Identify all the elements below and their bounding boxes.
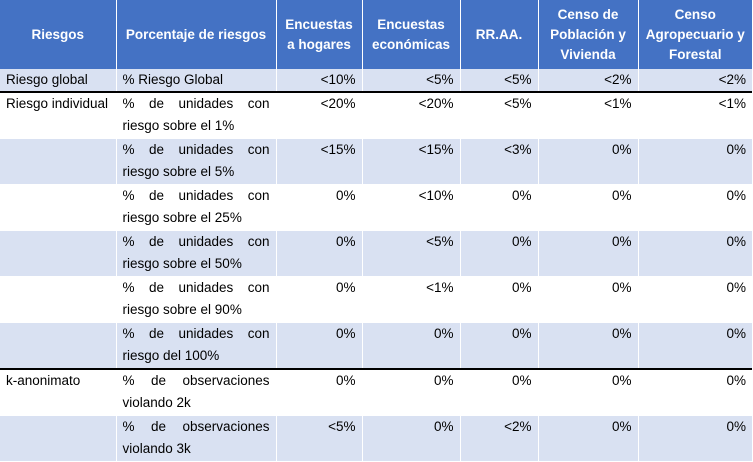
cell-riesgo — [0, 230, 117, 277]
col-header-encuestas-hogares: Encuestas a hogares — [276, 0, 363, 69]
cell-censo-agropecuario: 0% — [638, 230, 752, 277]
cell-hogares: 0% — [276, 230, 363, 277]
cell-economicas: <1% — [362, 276, 461, 323]
cell-riesgo — [0, 415, 117, 462]
cell-riesgo: Riesgo global — [0, 69, 117, 93]
table-row: % de unidades con riesgo sobre el 25% 0%… — [0, 184, 752, 231]
cell-porcentaje: % Riesgo Global — [116, 69, 277, 93]
col-header-porcentaje: Porcentaje de riesgos — [116, 0, 277, 69]
cell-rraa: <5% — [460, 69, 539, 93]
cell-censo-poblacion: 0% — [538, 184, 639, 231]
cell-riesgo — [0, 138, 117, 185]
table-header-row: Riesgos Porcentaje de riesgos Encuestas … — [0, 0, 752, 69]
cell-censo-poblacion: 0% — [538, 415, 639, 462]
cell-porcentaje: % de unidades con riesgo sobre el 50% — [116, 230, 277, 277]
table-row: % de observaciones violando 3k <5% 0% <2… — [0, 415, 752, 462]
cell-porcentaje: % de unidades con riesgo sobre el 90% — [116, 276, 277, 323]
cell-porcentaje: % de observaciones violando 2k — [116, 368, 277, 416]
cell-economicas: <5% — [362, 230, 461, 277]
cell-porcentaje: % de observaciones violando 3k — [116, 415, 277, 462]
cell-hogares: <5% — [276, 415, 363, 462]
cell-censo-agropecuario: 0% — [638, 368, 752, 416]
cell-censo-poblacion: 0% — [538, 138, 639, 185]
cell-censo-agropecuario: 0% — [638, 138, 752, 185]
table-row: % de unidades con riesgo sobre el 5% <15… — [0, 138, 752, 185]
cell-rraa: <2% — [460, 415, 539, 462]
cell-economicas: <10% — [362, 184, 461, 231]
cell-censo-poblacion: 0% — [538, 230, 639, 277]
table-row: % de unidades con riesgo sobre el 90% 0%… — [0, 276, 752, 323]
cell-censo-agropecuario: 0% — [638, 322, 752, 370]
cell-hogares: 0% — [276, 184, 363, 231]
cell-rraa: 0% — [460, 276, 539, 323]
cell-hogares: <20% — [276, 91, 363, 139]
cell-economicas: 0% — [362, 368, 461, 416]
cell-censo-agropecuario: 0% — [638, 184, 752, 231]
cell-censo-agropecuario: <1% — [638, 91, 752, 139]
table-row: Riesgo global % Riesgo Global <10% <5% <… — [0, 69, 752, 93]
cell-censo-poblacion: 0% — [538, 368, 639, 416]
table-row: k-anonimato % de observaciones violando … — [0, 368, 752, 416]
cell-riesgo — [0, 184, 117, 231]
cell-hogares: <10% — [276, 69, 363, 93]
cell-economicas: <15% — [362, 138, 461, 185]
cell-rraa: 0% — [460, 322, 539, 370]
cell-censo-poblacion: <2% — [538, 69, 639, 93]
cell-hogares: 0% — [276, 276, 363, 323]
cell-censo-poblacion: 0% — [538, 276, 639, 323]
cell-censo-agropecuario: <2% — [638, 69, 752, 93]
cell-economicas: <5% — [362, 69, 461, 93]
cell-rraa: 0% — [460, 184, 539, 231]
cell-economicas: <20% — [362, 91, 461, 139]
cell-porcentaje: % de unidades con riesgo sobre el 25% — [116, 184, 277, 231]
table-row: % de unidades con riesgo del 100% 0% 0% … — [0, 322, 752, 370]
cell-riesgo: Riesgo individual — [0, 91, 117, 139]
cell-hogares: <15% — [276, 138, 363, 185]
cell-economicas: 0% — [362, 415, 461, 462]
cell-porcentaje: % de unidades con riesgo del 100% — [116, 322, 277, 370]
col-header-censo-agropecuario: Censo Agropecuario y Forestal — [638, 0, 752, 69]
table-row: Riesgo individual % de unidades con ries… — [0, 91, 752, 139]
cell-riesgo — [0, 322, 117, 370]
cell-hogares: 0% — [276, 368, 363, 416]
col-header-riesgos: Riesgos — [0, 0, 117, 69]
cell-porcentaje: % de unidades con riesgo sobre el 1% — [116, 91, 277, 139]
cell-censo-agropecuario: 0% — [638, 276, 752, 323]
cell-hogares: 0% — [276, 322, 363, 370]
cell-rraa: 0% — [460, 230, 539, 277]
col-header-rraa: RR.AA. — [460, 0, 539, 69]
cell-riesgo — [0, 276, 117, 323]
cell-riesgo: k-anonimato — [0, 368, 117, 416]
table-row: % de unidades con riesgo sobre el 50% 0%… — [0, 230, 752, 277]
cell-censo-poblacion: <1% — [538, 91, 639, 139]
cell-censo-agropecuario: 0% — [638, 415, 752, 462]
cell-rraa: <3% — [460, 138, 539, 185]
cell-porcentaje: % de unidades con riesgo sobre el 5% — [116, 138, 277, 185]
cell-economicas: 0% — [362, 322, 461, 370]
col-header-censo-poblacion: Censo de Población y Vivienda — [538, 0, 639, 69]
cell-censo-poblacion: 0% — [538, 322, 639, 370]
cell-rraa: 0% — [460, 368, 539, 416]
cell-rraa: <5% — [460, 91, 539, 139]
col-header-encuestas-economicas: Encuestas económicas — [362, 0, 461, 69]
